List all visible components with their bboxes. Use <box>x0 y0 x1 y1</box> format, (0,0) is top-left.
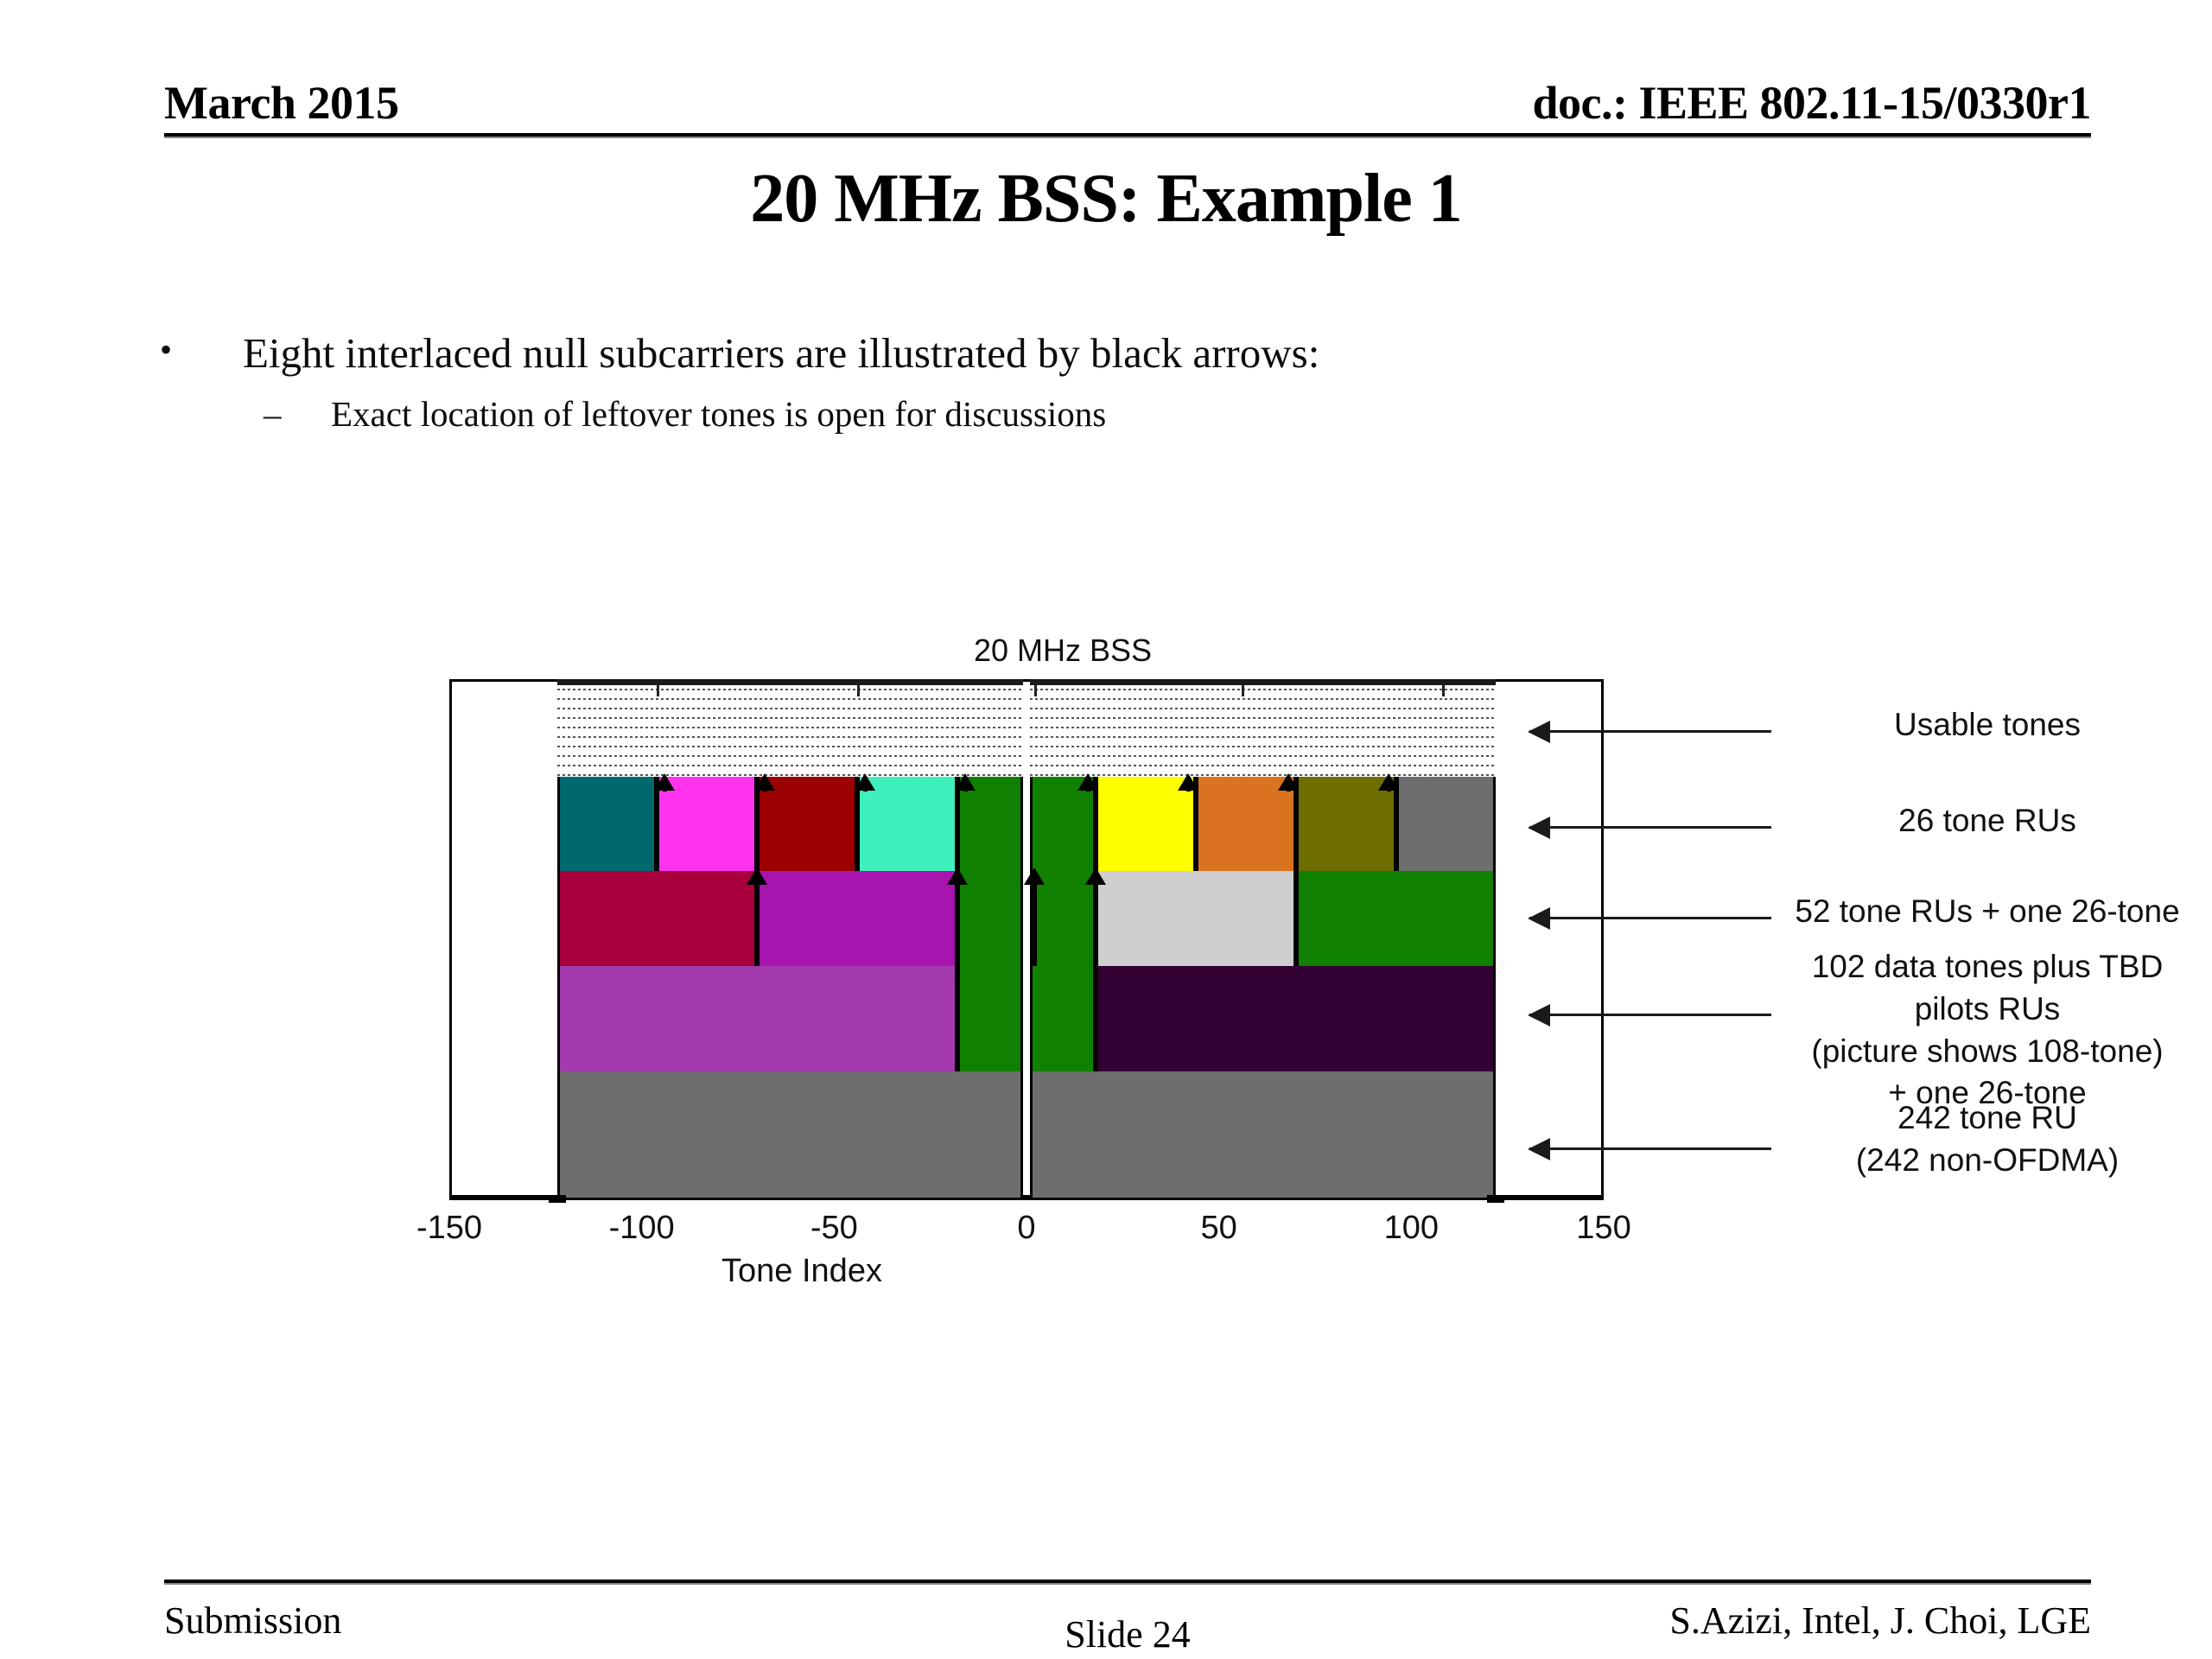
ru-segment-26tone <box>1030 776 1096 871</box>
ru-segment-102tone <box>556 965 957 1072</box>
null-subcarrier-arrow <box>854 772 875 792</box>
usable-tone-tick <box>1242 685 1245 696</box>
callout-arrow-26tone <box>1528 816 1771 839</box>
callout-label-26tone: 26 tone RUs <box>1898 802 2076 838</box>
x-tick-label: 100 <box>1383 1210 1440 1246</box>
usable-tone-tick <box>1033 685 1037 696</box>
callout-arrow-102tone <box>1528 1003 1771 1027</box>
ru-segment-26tone <box>1096 776 1196 871</box>
callout-label-102tone: 102 data tones plus TBD pilots RUs (pictu… <box>1780 946 2195 1115</box>
callout-arrow-242tone <box>1528 1137 1771 1160</box>
usable-tone-top-rule <box>556 679 1023 685</box>
ru-segment-26tone <box>1295 776 1396 871</box>
usable-tone-tick <box>1441 685 1445 696</box>
null-subcarrier-arrow <box>1178 772 1199 792</box>
x-axis-line <box>449 1198 1604 1200</box>
ru-segment-26tone <box>957 776 1023 871</box>
null-subcarrier-arrow <box>1085 868 1107 966</box>
ru-segment-26tone <box>757 776 858 871</box>
header-divider <box>164 133 2091 138</box>
callout-arrow-usable <box>1528 720 1771 743</box>
chart-plot-area <box>449 679 1604 1198</box>
null-subcarrier-arrow <box>954 772 976 792</box>
bullet-marker-icon: • <box>160 330 173 369</box>
bullet-level1-text: Eight interlaced null subcarriers are il… <box>243 329 1320 377</box>
usable-tone-top-rule <box>1030 679 1497 685</box>
ru-segment-52tone <box>957 871 1023 966</box>
dash-marker-icon: – <box>264 394 282 434</box>
null-subcarrier-arrow <box>1023 868 1045 966</box>
x-tick-label: 0 <box>1017 1210 1036 1246</box>
callout-label-line: (picture shows 108-tone) <box>1811 1033 2164 1069</box>
x-tick-label: -150 <box>416 1210 483 1246</box>
ru-segment-52tone <box>556 871 758 966</box>
ru-segment-102tone <box>1030 965 1096 1072</box>
callout-label-line: + one 26-tone <box>1888 1075 2087 1111</box>
ru-segment-52tone <box>1295 871 1497 966</box>
ru-segment-26tone <box>857 776 957 871</box>
null-subcarrier-arrow <box>1077 772 1099 792</box>
callout-label-line: 102 data tones plus TBD pilots RUs <box>1811 948 2164 1027</box>
footer-divider <box>164 1580 2091 1585</box>
footer-left: Submission <box>164 1599 342 1642</box>
ru-segment-26tone <box>1395 776 1497 871</box>
x-axis-label: Tone Index <box>721 1253 882 1289</box>
callout-label-52tone: 52 tone RUs + one 26-tone <box>1795 893 2180 929</box>
bullet-level2-text: Exact location of leftover tones is open… <box>331 394 1107 434</box>
ru-segment-26tone <box>657 776 758 871</box>
footer-center: Slide 24 <box>1065 1613 1191 1656</box>
usable-tone-tick <box>657 685 660 696</box>
footer-right: S.Azizi, Intel, J. Choi, LGE <box>1669 1599 2091 1642</box>
null-subcarrier-arrow <box>747 868 768 966</box>
callout-label-usable: Usable tones <box>1894 706 2081 742</box>
ru-segment-242tone <box>1030 1071 1497 1198</box>
ru-segment-52tone <box>757 871 957 966</box>
null-subcarrier-arrow <box>654 772 676 792</box>
x-tick-label: -50 <box>810 1210 858 1246</box>
header-doc-id: doc.: IEEE 802.11-15/0330r1 <box>1532 77 2091 129</box>
ru-segment-52tone <box>1030 871 1096 966</box>
usable-tone-tick <box>857 685 861 696</box>
slide-header: March 2015 doc.: IEEE 802.11-15/0330r1 <box>164 76 2091 138</box>
footer-row: Submission S.Azizi, Intel, J. Choi, LGE <box>164 1599 2091 1643</box>
ru-segment-102tone <box>1096 965 1497 1072</box>
tone-allocation-figure: 20 MHz BSS -150 -100 -50 0 50 100 150 Tone Ind… <box>0 605 2212 1564</box>
ru-segment-52tone <box>1096 871 1296 966</box>
callout-arrow-52tone <box>1528 906 1771 930</box>
ru-segment-102tone <box>957 965 1023 1072</box>
ru-segment-26tone <box>556 776 658 871</box>
callout-label-242tone: 242 tone RU (242 non-OFDMA) <box>1780 1097 2195 1182</box>
page-title: 20 MHz BSS: Example 1 <box>750 161 1462 237</box>
null-subcarrier-arrow <box>1277 772 1299 792</box>
slide-footer: Submission S.Azizi, Intel, J. Choi, LGE … <box>164 1580 2091 1656</box>
bullet-level1: • Eight interlaced null subcarriers are … <box>160 328 2061 378</box>
null-subcarrier-arrow <box>754 772 776 792</box>
null-subcarrier-arrow <box>1377 772 1399 792</box>
bullet-level2: – Exact location of leftover tones is op… <box>264 393 2078 435</box>
callout-label-line: 242 tone RU <box>1897 1099 2077 1135</box>
x-tick-label: -100 <box>608 1210 675 1246</box>
null-subcarrier-arrow <box>946 868 968 966</box>
ru-segment-usable <box>556 679 1023 777</box>
callout-label-line: (242 non-OFDMA) <box>1855 1141 2120 1178</box>
data-range-marker <box>1487 1195 1505 1203</box>
ru-segment-242tone <box>556 1071 1023 1198</box>
ru-segment-26tone <box>1195 776 1296 871</box>
x-tick-label: 150 <box>1576 1210 1631 1246</box>
x-tick-label: 50 <box>1200 1210 1237 1246</box>
header-row: March 2015 doc.: IEEE 802.11-15/0330r1 <box>164 76 2091 130</box>
header-date: March 2015 <box>164 77 399 129</box>
data-range-marker <box>548 1195 566 1203</box>
ru-segment-usable <box>1030 679 1497 777</box>
chart-title: 20 MHz BSS <box>973 632 1153 668</box>
